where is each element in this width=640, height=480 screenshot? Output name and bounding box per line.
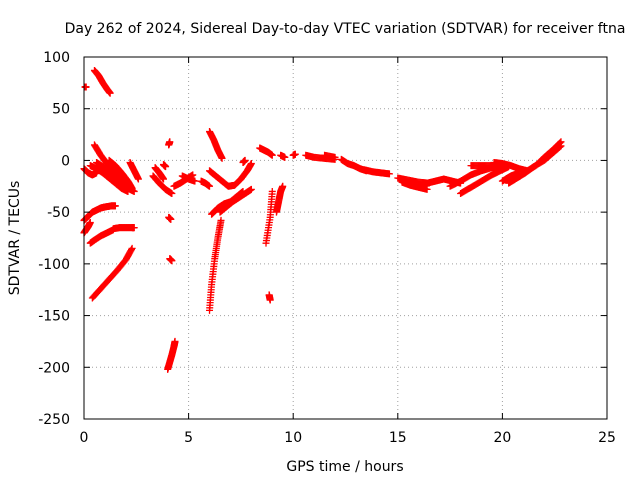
- data-point: [86, 218, 94, 226]
- data-point: [218, 154, 226, 162]
- data-point: [557, 138, 565, 146]
- y-tick-label: 50: [52, 102, 70, 118]
- data-point: [266, 296, 274, 304]
- data-point: [217, 216, 225, 224]
- axis-ticks: -250 -200 -150 -100 -50 0 50 100 0 5 10 15 20 25: [38, 50, 616, 446]
- y-tick-label: 100: [43, 50, 70, 66]
- data-points: [80, 66, 565, 373]
- grid-lines: [84, 57, 607, 419]
- y-tick-label: -50: [47, 205, 70, 221]
- data-point: [130, 224, 138, 232]
- x-tick-label: 15: [389, 430, 407, 446]
- data-point: [128, 184, 136, 192]
- data-point: [555, 139, 563, 147]
- x-tick-label: 5: [184, 430, 193, 446]
- data-point: [331, 153, 339, 161]
- chart-title: Day 262 of 2024, Sidereal Day-to-day VTE…: [65, 21, 626, 37]
- x-tick-label: 0: [80, 430, 89, 446]
- data-point: [515, 169, 523, 177]
- data-point: [106, 89, 114, 97]
- data-point: [281, 153, 289, 161]
- data-point: [239, 187, 247, 195]
- data-point: [247, 185, 255, 193]
- data-point: [385, 170, 393, 178]
- y-tick-label: -100: [38, 257, 70, 273]
- data-point: [159, 175, 167, 183]
- data-point: [241, 156, 249, 164]
- data-point: [128, 244, 136, 252]
- data-point: [168, 190, 176, 198]
- data-point: [191, 177, 199, 185]
- x-tick-label: 20: [493, 430, 511, 446]
- data-point: [279, 182, 287, 190]
- data-point: [423, 185, 431, 193]
- data-point: [111, 202, 119, 210]
- data-point: [162, 163, 170, 171]
- data-point: [171, 337, 179, 345]
- y-tick-label: -200: [38, 360, 70, 376]
- data-point: [291, 150, 299, 158]
- x-tick-label: 25: [598, 430, 616, 446]
- y-tick-label: -250: [38, 412, 70, 428]
- x-axis-label: GPS time / hours: [286, 459, 403, 475]
- data-point: [168, 257, 176, 265]
- data-point: [247, 160, 255, 168]
- data-point: [166, 138, 174, 146]
- y-axis-label: SDTVAR / TECUs: [7, 181, 23, 296]
- data-point: [268, 151, 276, 159]
- data-point: [134, 175, 142, 183]
- data-point: [167, 215, 175, 223]
- data-point: [268, 187, 276, 195]
- y-tick-label: 0: [61, 153, 70, 169]
- x-tick-label: 10: [284, 430, 302, 446]
- data-point: [556, 139, 564, 147]
- y-tick-label: -150: [38, 309, 70, 325]
- data-point: [206, 182, 214, 190]
- plot-frame: [83, 56, 608, 420]
